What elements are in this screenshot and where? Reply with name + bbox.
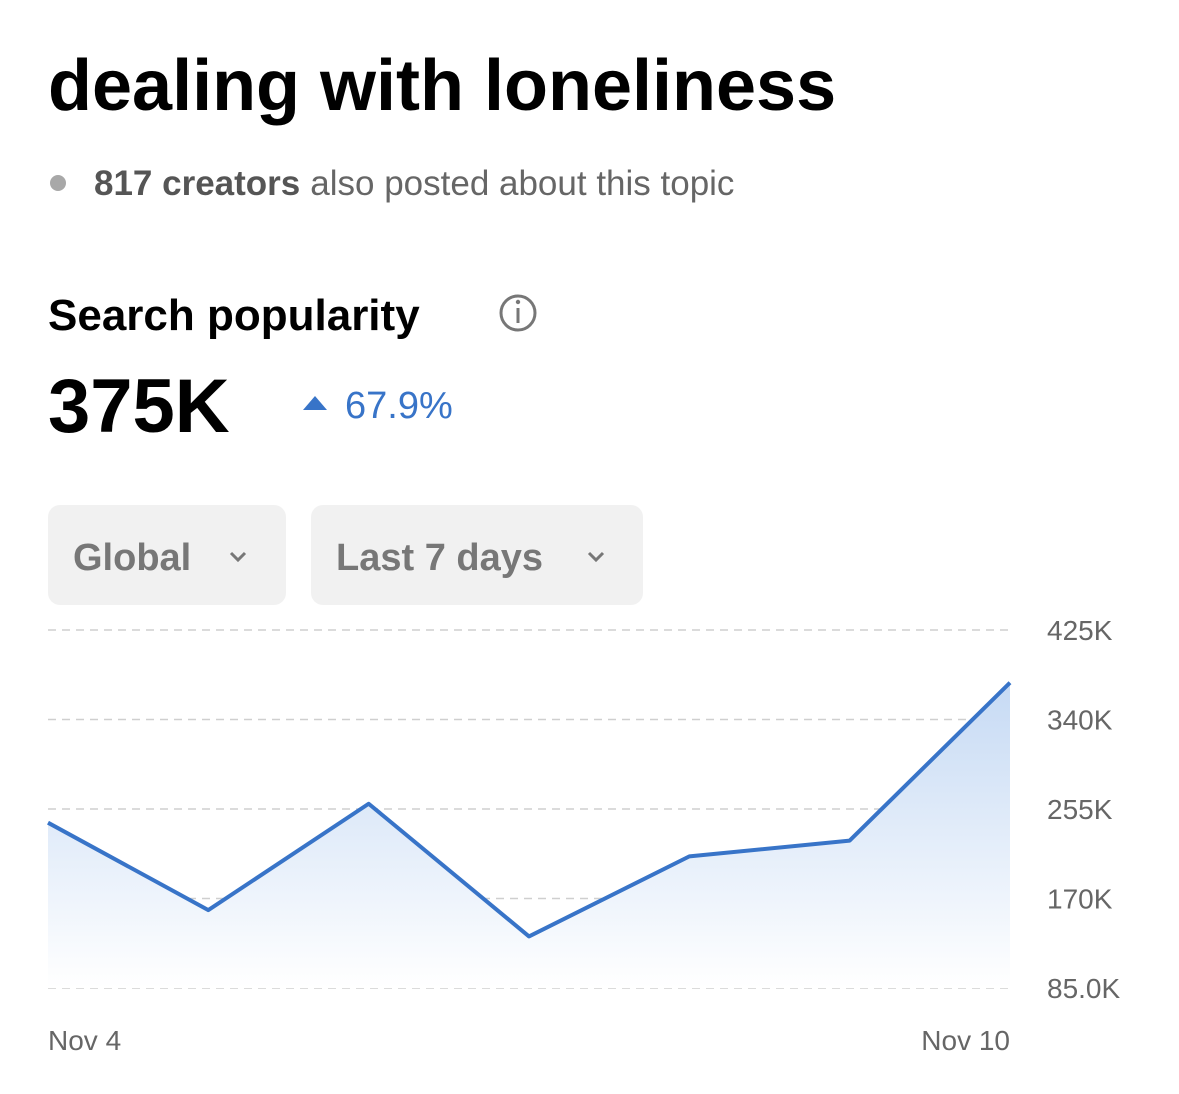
creators-line: 817 creators also posted about this topic xyxy=(94,164,734,203)
metric-value: 375K xyxy=(48,364,230,449)
metric-label: Search popularity xyxy=(48,291,420,340)
metric-change: 67.9% xyxy=(345,385,453,427)
creators-text: also posted about this topic xyxy=(310,164,734,203)
area xyxy=(48,682,1010,988)
x-tick-label: Nov 4 xyxy=(48,1025,121,1056)
up-arrow xyxy=(303,396,327,410)
chart: 85.0K 170K 255K 340K 425K Nov 4 Nov 10 xyxy=(47,615,1120,1056)
y-tick-label: 340K xyxy=(1047,705,1113,736)
creators-count: 817 creators xyxy=(94,164,300,203)
filter-region[interactable]: Global xyxy=(48,505,286,605)
y-tick-label: 170K xyxy=(1047,884,1113,915)
bullet xyxy=(50,175,66,191)
topic-title: dealing with loneliness xyxy=(48,46,836,126)
x-tick-label: Nov 10 xyxy=(921,1025,1010,1056)
filter-label: Last 7 days xyxy=(336,537,543,579)
info-icon[interactable] xyxy=(499,294,537,332)
filter-period[interactable]: Last 7 days xyxy=(311,505,643,605)
y-tick-label: 255K xyxy=(1047,794,1113,825)
y-tick-label: 425K xyxy=(1047,615,1113,646)
line xyxy=(47,681,1012,939)
y-tick-label: 85.0K xyxy=(1047,973,1120,1004)
filter-label: Global xyxy=(73,537,191,579)
